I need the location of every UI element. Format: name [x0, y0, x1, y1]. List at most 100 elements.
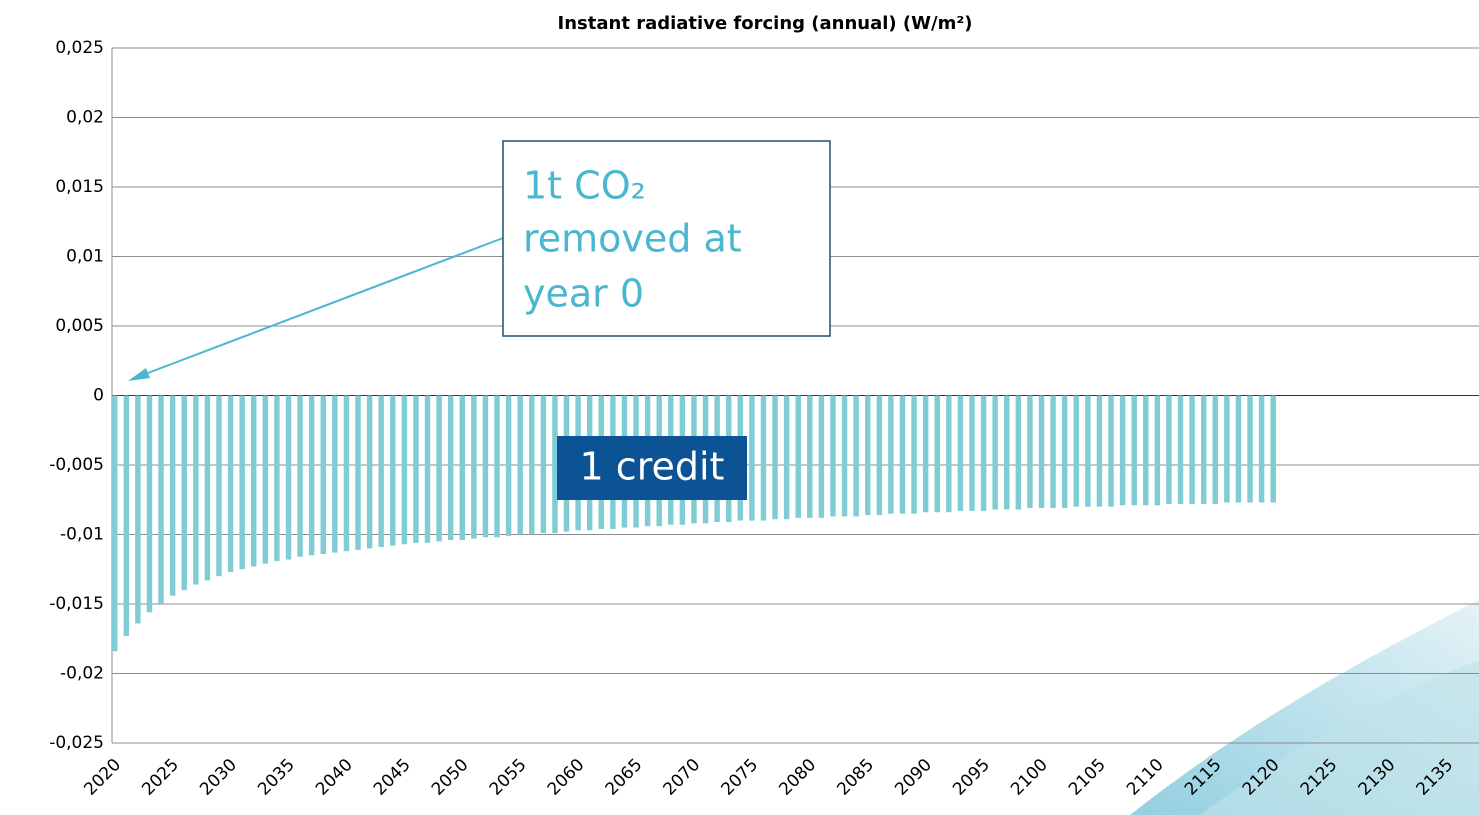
- x-tick-label: 2090: [891, 755, 936, 800]
- bar: [471, 395, 477, 539]
- bar: [1119, 395, 1126, 506]
- label-box: [557, 436, 747, 500]
- chart-title: Instant radiative forcing (annual) (W/m²…: [558, 13, 973, 34]
- bar: [934, 395, 940, 513]
- bar: [807, 395, 813, 518]
- bar: [1015, 395, 1022, 510]
- callout-text: removed at: [523, 217, 742, 261]
- y-tick-label: 0,01: [66, 247, 104, 267]
- bar: [251, 395, 257, 567]
- x-tick-label: 2080: [775, 755, 820, 800]
- bar: [494, 395, 500, 538]
- bar: [482, 395, 489, 538]
- y-tick-label: 0,02: [66, 108, 104, 128]
- bar: [1073, 395, 1079, 507]
- bar: [1189, 395, 1195, 504]
- bar: [181, 395, 187, 591]
- bar: [899, 395, 906, 514]
- x-tick-label: 2040: [312, 755, 357, 800]
- callout-text: 1t CO₂: [523, 164, 646, 208]
- x-tick-label: 2075: [717, 755, 762, 800]
- x-tick-label: 2055: [486, 755, 531, 800]
- bar: [760, 395, 767, 521]
- callout-text: year 0: [523, 272, 644, 316]
- x-tick-label: 2065: [602, 755, 647, 800]
- y-tick-label: -0,01: [60, 525, 104, 545]
- bar: [772, 395, 778, 520]
- bar: [1247, 395, 1253, 503]
- x-tick-label: 2050: [428, 755, 473, 800]
- bar: [135, 395, 141, 624]
- bar: [112, 395, 118, 652]
- bar: [749, 395, 755, 521]
- bar: [262, 395, 269, 564]
- bar: [1143, 395, 1149, 506]
- bar: [447, 395, 454, 541]
- decor-swoosh: [1200, 660, 1479, 815]
- bar: [505, 395, 512, 536]
- bar: [1177, 395, 1184, 504]
- bar: [552, 395, 558, 534]
- bar: [343, 395, 350, 552]
- bar: [517, 395, 523, 535]
- bar: [992, 395, 998, 510]
- bar: [390, 395, 396, 546]
- bar: [378, 395, 384, 548]
- bar: [818, 395, 825, 518]
- bar: [285, 395, 292, 560]
- bar: [1235, 395, 1242, 503]
- y-tick-label: 0: [93, 386, 104, 406]
- bar: [946, 395, 952, 513]
- bar: [436, 395, 442, 542]
- label-text: 1 credit: [580, 445, 725, 489]
- bar: [158, 395, 164, 604]
- x-tick-label: 2045: [370, 755, 415, 800]
- bar: [1096, 395, 1103, 507]
- bar: [204, 395, 211, 581]
- x-tick-label: 2105: [1065, 755, 1110, 800]
- bar: [193, 395, 199, 585]
- bar: [297, 395, 303, 557]
- bar: [320, 395, 326, 554]
- bar: [1038, 395, 1045, 509]
- x-tick-label: 2085: [833, 755, 878, 800]
- y-tick-label: 0,025: [55, 38, 104, 58]
- x-tick-label: 2030: [196, 755, 241, 800]
- y-tick-label: 0,015: [55, 177, 104, 197]
- bar: [795, 395, 801, 518]
- x-tick-label: 2060: [544, 755, 589, 800]
- bar: [1258, 395, 1265, 503]
- bar: [922, 395, 929, 513]
- bar: [1212, 395, 1218, 504]
- bar: [239, 395, 245, 570]
- bar: [1131, 395, 1137, 506]
- bar: [1166, 395, 1172, 504]
- bar: [841, 395, 848, 517]
- bar: [911, 395, 917, 514]
- bar: [830, 395, 836, 517]
- x-tick-label: 2025: [138, 755, 183, 800]
- bar: [957, 395, 964, 511]
- y-tick-label: -0,005: [49, 455, 104, 475]
- bar: [1200, 395, 1207, 504]
- bar: [1050, 395, 1056, 509]
- bar: [1085, 395, 1091, 507]
- bar: [1154, 395, 1161, 506]
- callout-box: [502, 140, 831, 337]
- bar: [529, 395, 535, 535]
- bar: [274, 395, 280, 561]
- bar: [123, 395, 130, 636]
- bar: [216, 395, 222, 577]
- bar: [227, 395, 234, 573]
- bar: [1224, 395, 1230, 503]
- bar: [169, 395, 176, 596]
- x-tick-label: 2020: [80, 755, 125, 800]
- y-tick-label: -0,025: [49, 733, 104, 753]
- bar: [865, 395, 871, 516]
- bar: [366, 395, 373, 549]
- bar: [1108, 395, 1114, 507]
- bar: [1270, 395, 1276, 503]
- bar: [980, 395, 987, 511]
- bar: [1061, 395, 1068, 509]
